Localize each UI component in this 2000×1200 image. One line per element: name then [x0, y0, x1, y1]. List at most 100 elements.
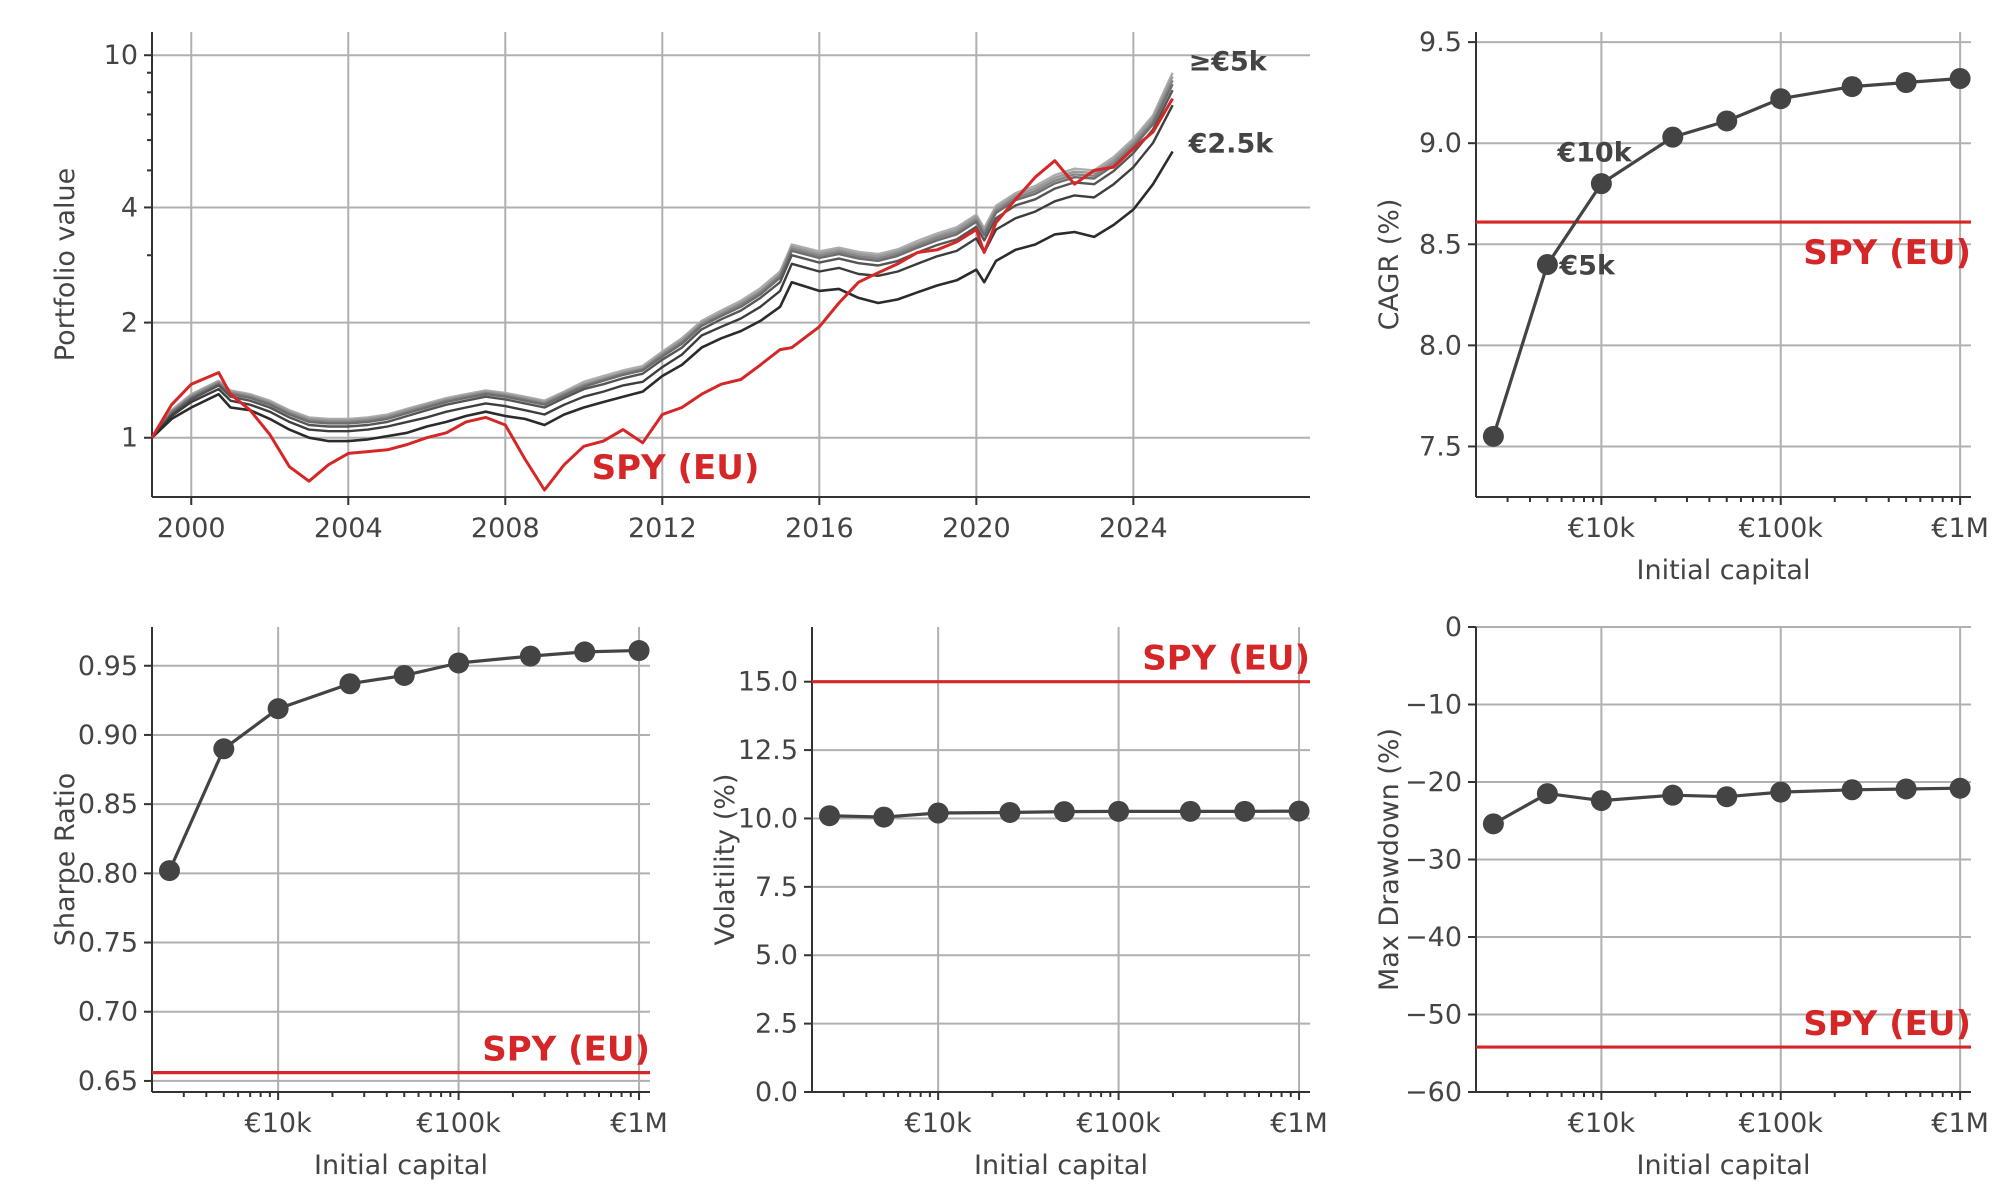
- drawdown-x-tick-label: €1M: [1931, 1108, 1989, 1139]
- volatility-y-tick-label: 7.5: [755, 872, 798, 903]
- drawdown-y-tick-label: −50: [1405, 1000, 1462, 1031]
- cagr-point: [1841, 76, 1863, 98]
- label-bottom-capital: €2.5k: [1188, 129, 1275, 160]
- volatility-point: [1179, 800, 1201, 822]
- sharpe-y-axis-label: Sharpe Ratio: [50, 773, 81, 947]
- drawdown-point: [1770, 781, 1792, 803]
- drawdown-point: [1895, 778, 1917, 800]
- benchmark-label: SPY (EU): [592, 448, 760, 488]
- cagr-x-tick-label: €100k: [1739, 513, 1824, 544]
- sharpe-point: [158, 860, 180, 882]
- portfolio-y-axis-label: Portfolio value: [50, 168, 81, 361]
- drawdown-x-tick-label: €10k: [1568, 1108, 1636, 1139]
- cagr-point: [1536, 254, 1558, 275]
- cagr-panel: €10k €100k €1M 7.5 8.0 8.5 9.0 9.5 Initial capit…: [1374, 27, 1989, 586]
- portfolio-x-tick-label: 2020: [942, 513, 1011, 544]
- strategy-line: [151, 72, 1174, 439]
- volatility-y-tick-label: 2.5: [755, 1009, 798, 1040]
- sharpe-point: [393, 664, 415, 686]
- volatility-y-axis-label: Volatility (%): [710, 774, 741, 946]
- sharpe-point: [519, 645, 541, 667]
- strategy-line: [151, 150, 1174, 443]
- drawdown-panel: €10k €100k €1M 0 −10 −20 −30 −40 −50 −60 Initial c…: [1374, 612, 1989, 1181]
- cagr-x-tick-label: €1M: [1931, 513, 1989, 544]
- benchmark-label: SPY (EU): [482, 1030, 650, 1070]
- portfolio-x-tick-label: 2012: [628, 513, 697, 544]
- portfolio-y-tick-label: 2: [121, 308, 138, 339]
- cagr-y-tick-label: 9.0: [1419, 128, 1462, 159]
- drawdown-point: [1482, 813, 1504, 835]
- volatility-x-tick-label: €100k: [1076, 1108, 1161, 1139]
- cagr-x-tick-label: €10k: [1568, 513, 1636, 544]
- drawdown-y-tick-label: −60: [1405, 1077, 1462, 1108]
- portfolio-panel: 2000 2004 2008 2012 2016 2020 2024 1 2 4 10 Portfol…: [50, 32, 1310, 544]
- strategy-line: [151, 83, 1174, 439]
- label-top-capital: ≥€5k: [1189, 47, 1268, 78]
- sharpe-point: [574, 641, 596, 663]
- volatility-point: [818, 805, 840, 827]
- cagr-y-tick-label: 9.5: [1419, 27, 1462, 58]
- sharpe-y-tick-label: 0.80: [78, 858, 138, 889]
- volatility-y-tick-label: 5.0: [755, 940, 798, 971]
- portfolio-x-tick-label: 2016: [785, 513, 854, 544]
- drawdown-x-tick-label: €100k: [1739, 1108, 1824, 1139]
- drawdown-y-axis-label: Max Drawdown (%): [1374, 728, 1405, 991]
- portfolio-x-tick-label: 2000: [157, 513, 226, 544]
- annotation-10k: €10k: [1556, 138, 1632, 169]
- drawdown-point: [1536, 783, 1558, 805]
- sharpe-y-tick-label: 0.95: [78, 651, 138, 682]
- cagr-point: [1662, 126, 1684, 148]
- drawdown-y-tick-label: −40: [1405, 922, 1462, 953]
- volatility-y-tick-label: 10.0: [738, 803, 798, 834]
- strategy-line: [151, 79, 1174, 439]
- sharpe-panel: €10k €100k €1M 0.65 0.70 0.75 0.80 0.85 0.90 0.95…: [50, 627, 668, 1181]
- portfolio-y-tick-label: 10: [104, 40, 138, 71]
- drawdown-y-tick-label: −10: [1405, 690, 1462, 721]
- sharpe-y-tick-label: 0.65: [78, 1066, 138, 1097]
- volatility-y-tick-label: 12.5: [738, 735, 798, 766]
- volatility-x-tick-label: €10k: [905, 1108, 973, 1139]
- benchmark-label: SPY (EU): [1142, 639, 1310, 679]
- sharpe-point: [213, 738, 235, 760]
- volatility-panel: €10k €100k €1M 0.0 2.5 5.0 7.5 10.0 12.5 15.0 Init…: [710, 627, 1328, 1181]
- portfolio-x-tick-label: 2004: [314, 513, 383, 544]
- cagr-point: [1716, 110, 1738, 132]
- cagr-point: [1949, 68, 1971, 89]
- volatility-point: [999, 801, 1021, 823]
- drawdown-x-axis-label: Initial capital: [1637, 1150, 1811, 1181]
- sharpe-x-tick-label: €10k: [245, 1108, 313, 1139]
- drawdown-y-tick-label: −30: [1405, 845, 1462, 876]
- cagr-point: [1590, 173, 1612, 195]
- drawdown-point: [1841, 779, 1863, 801]
- sharpe-y-tick-label: 0.85: [78, 789, 138, 820]
- strategy-line: [151, 75, 1174, 439]
- volatility-point: [1234, 800, 1256, 822]
- cagr-y-tick-label: 8.5: [1419, 229, 1462, 260]
- drawdown-point: [1662, 784, 1684, 806]
- cagr-point: [1770, 88, 1792, 110]
- cagr-y-axis-label: CAGR (%): [1374, 199, 1405, 331]
- volatility-y-tick-label: 0.0: [755, 1077, 798, 1108]
- sharpe-point: [448, 652, 470, 674]
- benchmark-line: [150, 97, 1174, 492]
- portfolio-x-tick-label: 2024: [1099, 513, 1168, 544]
- cagr-y-tick-label: 7.5: [1419, 431, 1462, 462]
- benchmark-label: SPY (EU): [1803, 233, 1971, 273]
- sharpe-x-tick-label: €100k: [416, 1108, 501, 1139]
- strategy-line: [151, 104, 1174, 439]
- drawdown-point: [1716, 786, 1738, 808]
- cagr-x-axis-label: Initial capital: [1637, 555, 1811, 586]
- sharpe-y-tick-label: 0.90: [78, 720, 138, 751]
- volatility-point: [1288, 800, 1310, 822]
- volatility-point: [1053, 801, 1075, 823]
- cagr-point: [1482, 425, 1504, 447]
- drawdown-y-tick-label: −20: [1405, 767, 1462, 798]
- portfolio-y-tick-label: 1: [121, 423, 138, 454]
- sharpe-point: [339, 673, 361, 695]
- portfolio-y-tick-label: 4: [121, 192, 138, 223]
- volatility-x-axis-label: Initial capital: [974, 1150, 1148, 1181]
- sharpe-point: [628, 640, 650, 662]
- volatility-point: [927, 802, 949, 824]
- annotation-5k: €5k: [1558, 251, 1616, 282]
